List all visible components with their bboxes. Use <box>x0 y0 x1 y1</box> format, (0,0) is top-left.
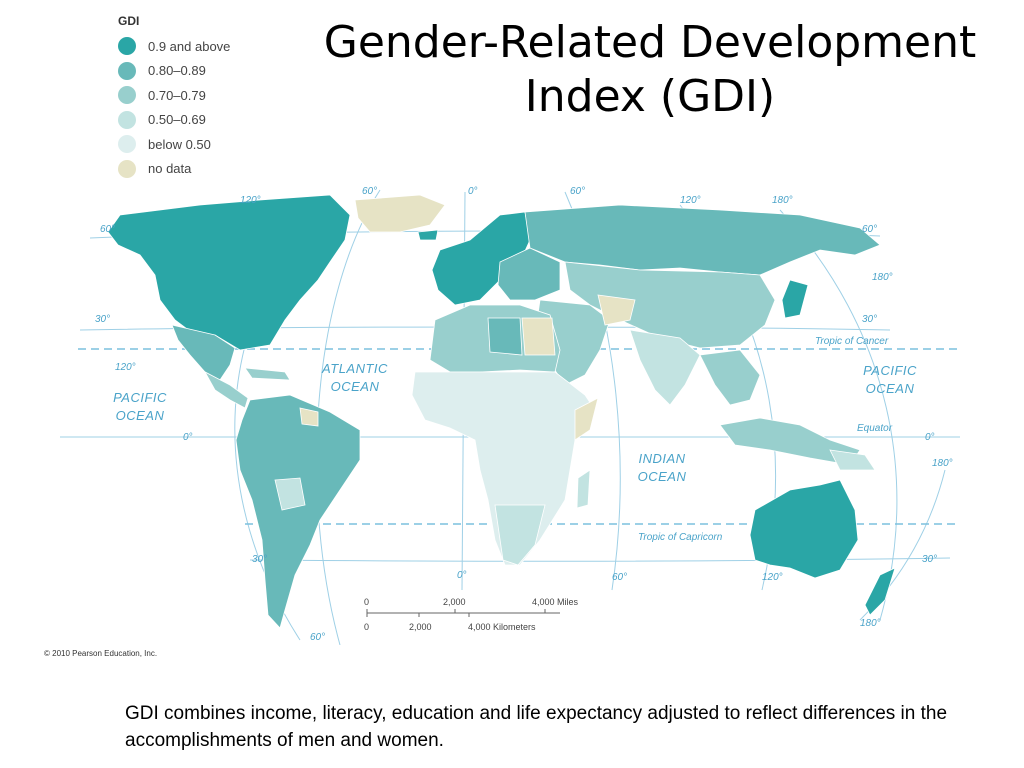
equator-label: Equator <box>857 423 893 434</box>
india <box>629 329 701 406</box>
atlantic-ocean-label: ATLANTIC <box>321 361 388 376</box>
scale-bar: 0 2,000 4,000 Miles 0 2,000 4,000 Kilome… <box>364 597 579 632</box>
pacific-ocean-right-label-2: OCEAN <box>866 381 915 396</box>
somalia <box>574 397 599 441</box>
map-legend: GDI 0.9 and above 0.80–0.89 0.70–0.79 0.… <box>118 14 230 181</box>
degree-label: 30° <box>862 314 877 325</box>
iraq-afghanistan <box>597 294 636 326</box>
iceland <box>417 229 439 241</box>
degree-label: 30° <box>252 554 267 565</box>
scale-km-2000: 2,000 <box>409 622 432 632</box>
page-title: Gender-Related Development Index (GDI) <box>323 17 977 122</box>
legend-label: 0.80–0.89 <box>148 63 206 79</box>
scale-km-4000: 4,000 Kilometers <box>468 622 536 632</box>
south-america <box>235 394 361 629</box>
degree-label: 120° <box>680 195 701 206</box>
degree-label: 30° <box>922 554 937 565</box>
ocean-labels: ATLANTIC OCEAN PACIFIC OCEAN PACIFIC OCE… <box>113 361 917 484</box>
degree-label: 0° <box>457 570 467 581</box>
russia <box>524 204 881 276</box>
legend-swatch <box>118 135 136 154</box>
tropic-of-capricorn-label: Tropic of Capricorn <box>638 532 723 543</box>
scale-miles-0: 0 <box>364 597 369 607</box>
legend-item: 0.50–0.69 <box>118 108 230 133</box>
degree-label: 60° <box>100 224 115 235</box>
scale-miles-2000: 2,000 <box>443 597 466 607</box>
legend-item: no data <box>118 157 230 182</box>
degree-label: 60° <box>310 632 325 643</box>
caribbean <box>244 367 291 381</box>
degree-labels: 120° 60° 0° 60° 120° 180° 60° 30° 120° 0… <box>95 186 953 643</box>
caption-text: GDI combines income, literacy, education… <box>125 703 948 751</box>
copyright-text: © 2010 Pearson Education, Inc. <box>44 649 158 658</box>
degree-label: 60° <box>612 572 627 583</box>
legend-label: 0.50–0.69 <box>148 112 206 128</box>
legend-swatch <box>118 110 136 129</box>
new-zealand <box>864 567 896 616</box>
degree-label: 180° <box>872 272 893 283</box>
legend-swatch <box>118 159 136 178</box>
libya <box>487 317 523 356</box>
scale-miles-4000: 4,000 Miles <box>532 597 579 607</box>
degree-label: 180° <box>860 618 881 629</box>
legend-item: 0.70–0.79 <box>118 83 230 108</box>
degree-label: 60° <box>570 186 585 197</box>
egypt <box>521 317 556 356</box>
legend-item: 0.80–0.89 <box>118 59 230 84</box>
southern-africa <box>494 504 546 566</box>
legend-item: below 0.50 <box>118 132 230 157</box>
guyanas <box>299 407 319 427</box>
degree-label: 120° <box>240 195 261 206</box>
legend-title: GDI <box>118 14 140 28</box>
greenland <box>354 194 446 233</box>
scale-km-0: 0 <box>364 622 369 632</box>
indian-ocean-label-2: OCEAN <box>638 469 687 484</box>
degree-label: 180° <box>932 458 953 469</box>
degree-label: 60° <box>362 186 377 197</box>
degree-label: 120° <box>115 362 136 373</box>
bolivia <box>274 477 306 511</box>
legend-item: 0.9 and above <box>118 34 230 59</box>
legend-label: 0.70–0.79 <box>148 87 206 103</box>
pacific-ocean-right-label: PACIFIC <box>863 363 917 378</box>
world-map: ATLANTIC OCEAN PACIFIC OCEAN PACIFIC OCE… <box>60 186 960 645</box>
australia <box>749 479 859 579</box>
degree-label: 0° <box>183 432 193 443</box>
degree-label: 0° <box>468 186 478 197</box>
legend-swatch <box>118 37 136 56</box>
madagascar <box>576 469 591 509</box>
legend-label: no data <box>148 161 192 177</box>
degree-label: 30° <box>95 314 110 325</box>
degree-label: 0° <box>925 432 935 443</box>
degree-label: 120° <box>762 572 783 583</box>
legend-label: 0.9 and above <box>148 38 231 54</box>
central-america <box>204 371 249 409</box>
degree-label: 60° <box>862 224 877 235</box>
pacific-ocean-left-label: PACIFIC <box>113 390 167 405</box>
pacific-ocean-left-label-2: OCEAN <box>116 408 165 423</box>
land-masses <box>107 194 896 629</box>
indian-ocean-label: INDIAN <box>638 451 685 466</box>
legend-swatch <box>118 86 136 105</box>
tropic-of-cancer-label: Tropic of Cancer <box>815 336 889 347</box>
legend-swatch <box>118 61 136 80</box>
japan-korea <box>781 279 809 319</box>
southeast-asia <box>699 349 761 406</box>
sub-saharan-africa <box>411 371 596 566</box>
legend-label: below 0.50 <box>148 136 211 152</box>
north-america <box>107 194 351 351</box>
degree-label: 180° <box>772 195 793 206</box>
atlantic-ocean-label-2: OCEAN <box>331 379 380 394</box>
new-guinea <box>829 449 876 471</box>
